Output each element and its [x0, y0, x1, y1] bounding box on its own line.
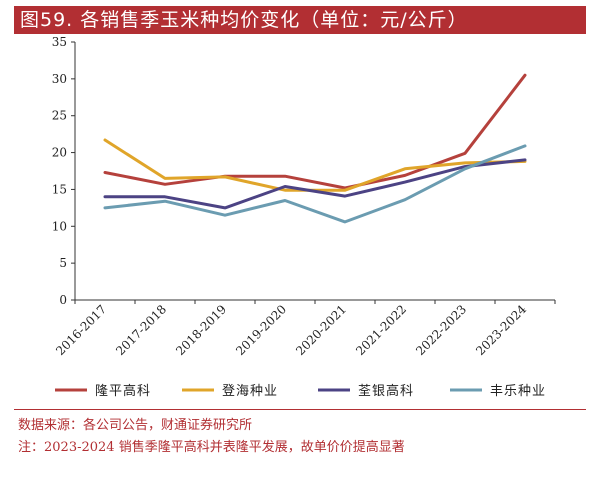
- chart-title: 图59. 各销售季玉米种均价变化（单位：元/公斤）: [20, 9, 468, 31]
- y-tick-label: 5: [59, 256, 67, 270]
- y-tick-label: 20: [52, 146, 67, 160]
- x-tick-label: 2018-2019: [173, 302, 229, 358]
- y-tick-label: 15: [52, 182, 67, 196]
- legend-label: 登海种业: [222, 384, 278, 399]
- y-tick-label: 25: [52, 109, 67, 123]
- x-tick-label: 2019-2020: [233, 302, 289, 358]
- line-chart: 0 5 10 15 20 25 30 35 2016-2017 2017-2018 2018-201…: [52, 35, 556, 399]
- y-tick-label: 35: [52, 35, 67, 49]
- legend-label: 丰乐种业: [490, 384, 546, 399]
- x-tick-label: 2021-2022: [353, 302, 409, 358]
- y-tick-label: 0: [59, 293, 67, 307]
- x-tick-label: 2020-2021: [293, 302, 349, 358]
- x-tick-label: 2022-2023: [413, 302, 469, 358]
- chart-title-bar: 图59. 各销售季玉米种均价变化（单位：元/公斤）: [14, 6, 586, 34]
- legend-label: 荃银高科: [358, 383, 414, 399]
- x-tick-label: 2016-2017: [53, 302, 109, 358]
- series-line-1: [103, 73, 527, 190]
- x-tick-label: 2023-2024: [473, 302, 529, 358]
- series-line-3: [103, 158, 527, 210]
- y-tick-label: 10: [52, 219, 67, 233]
- series-line-4: [103, 144, 527, 224]
- data-source-note: 数据来源：各公司公告，财通证券研究所: [18, 418, 253, 433]
- legend-label: 隆平高科: [95, 383, 151, 399]
- footnote: 注：2023-2024 销售季隆平高科并表隆平发展，故单价价提高显著: [18, 440, 405, 455]
- notes-divider: [14, 409, 586, 410]
- y-tick-label: 30: [52, 72, 67, 86]
- x-tick-label: 2017-2018: [113, 302, 169, 358]
